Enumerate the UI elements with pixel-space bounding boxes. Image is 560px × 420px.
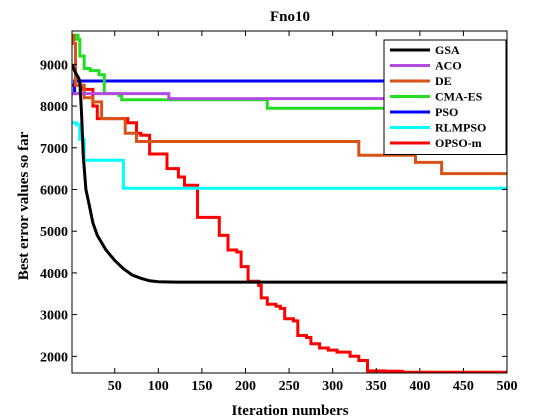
x-tick-label: 400 — [409, 379, 430, 394]
y-tick-label: 5000 — [40, 225, 68, 240]
x-tick-label: 450 — [453, 379, 474, 394]
legend-label-rlmpso: RLMPSO — [435, 121, 486, 135]
x-tick-label: 350 — [366, 379, 387, 394]
y-tick-label: 2000 — [40, 350, 68, 365]
x-tick-label: 50 — [108, 379, 122, 394]
x-tick-label: 200 — [235, 379, 256, 394]
series-line-de — [72, 33, 507, 176]
chart-title: Fno10 — [270, 9, 310, 25]
legend-label-pso: PSO — [435, 105, 458, 119]
x-tick-label: 500 — [497, 379, 518, 394]
y-tick-label: 8000 — [40, 100, 68, 115]
legend-label-aco: ACO — [435, 59, 462, 73]
legend-label-cma-es: CMA-ES — [435, 90, 483, 104]
legend-label-gsa: GSA — [435, 43, 460, 57]
y-axis-title: Best error values so far — [16, 131, 32, 280]
series-line-aco — [72, 92, 507, 101]
x-tick-label: 250 — [279, 379, 300, 394]
x-tick-label: 150 — [191, 379, 212, 394]
y-tick-label: 7000 — [40, 142, 68, 157]
y-tick-label: 6000 — [40, 183, 68, 198]
x-axis-title: Iteration numbers — [231, 403, 348, 419]
x-tick-label: 100 — [148, 379, 169, 394]
series-line-gsa — [72, 63, 507, 284]
y-tick-label: 3000 — [40, 309, 68, 324]
legend-label-de: DE — [435, 74, 452, 88]
legend-label-opso-m: OPSO-m — [435, 136, 482, 150]
series-line-opso-m — [72, 83, 507, 373]
plot-area — [72, 33, 507, 373]
x-tick-label: 300 — [322, 379, 343, 394]
ticks: 50 100 150 200 250 300 350 400 450 500 2000 3000 400… — [40, 31, 518, 394]
y-tick-label: 9000 — [40, 58, 68, 73]
series-line-cma-es — [72, 33, 507, 110]
series-group — [72, 33, 507, 373]
y-tick-label: 4000 — [40, 267, 68, 282]
